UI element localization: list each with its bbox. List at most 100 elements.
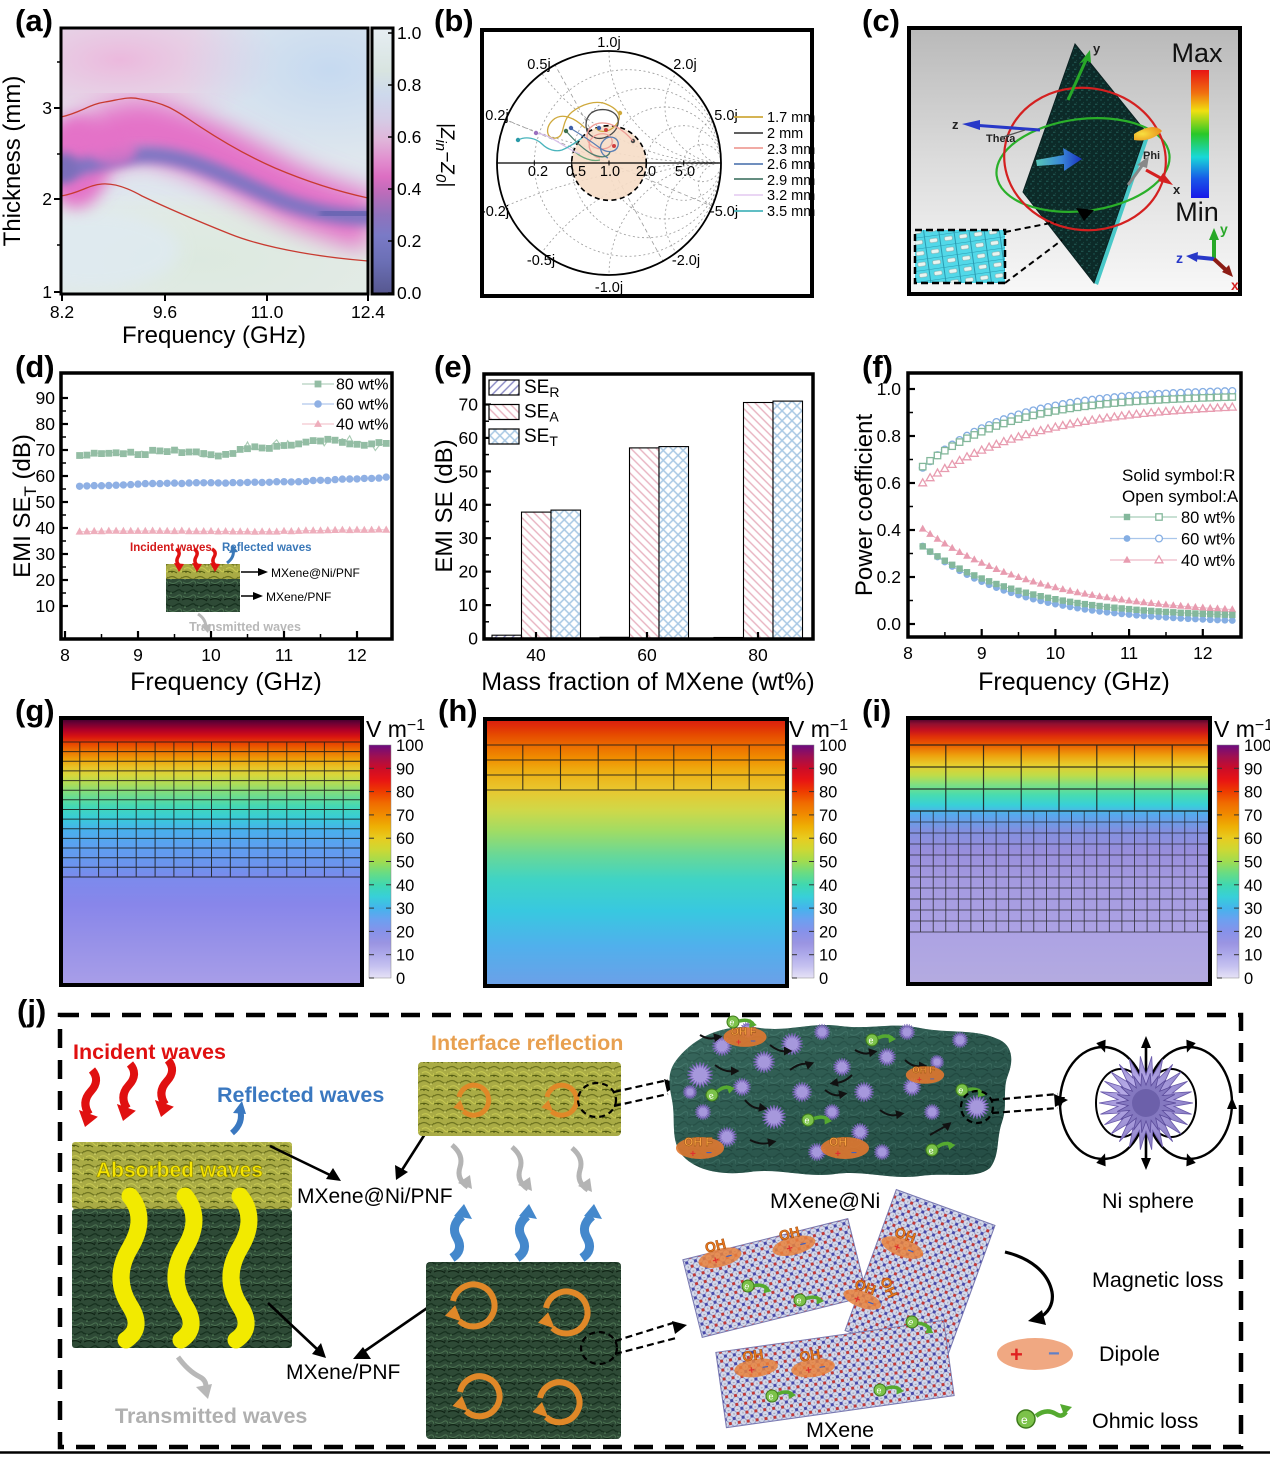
svg-text:0.5j: 0.5j — [527, 57, 550, 73]
svg-text:30: 30 — [819, 900, 837, 918]
svg-text:2.6 mm: 2.6 mm — [767, 157, 815, 173]
svg-text:9: 9 — [133, 645, 143, 665]
svg-text:9.6: 9.6 — [153, 302, 177, 322]
svg-text:100: 100 — [819, 737, 847, 755]
svg-text:OH F: OH F — [684, 1135, 713, 1149]
svg-text:-1.0j: -1.0j — [595, 280, 623, 296]
svg-text:−: − — [866, 1297, 876, 1310]
svg-text:y: y — [1093, 41, 1101, 56]
svg-text:z: z — [952, 117, 959, 132]
svg-text:8: 8 — [903, 643, 913, 663]
svg-text:e: e — [743, 1281, 750, 1292]
svg-text:30: 30 — [1244, 900, 1262, 918]
svg-text:50: 50 — [819, 854, 837, 872]
svg-text:+: + — [917, 1075, 922, 1084]
svg-text:e: e — [957, 1085, 964, 1096]
svg-text:Magnetic loss: Magnetic loss — [1092, 1268, 1223, 1292]
svg-text:0.4: 0.4 — [397, 179, 422, 199]
svg-text:Frequency (GHz): Frequency (GHz) — [130, 668, 322, 696]
svg-text:e: e — [876, 1385, 882, 1395]
svg-text:+: + — [835, 1149, 841, 1160]
svg-text:30: 30 — [36, 544, 56, 564]
svg-text:2 mm: 2 mm — [767, 126, 803, 142]
svg-text:−: − — [750, 1036, 755, 1046]
svg-text:40 wt%: 40 wt% — [336, 417, 388, 434]
svg-text:90: 90 — [396, 760, 414, 778]
svg-text:2.3 mm: 2.3 mm — [767, 142, 815, 158]
svg-text:70: 70 — [36, 440, 56, 460]
svg-text:50: 50 — [1244, 854, 1262, 872]
svg-text:(h): (h) — [438, 693, 478, 728]
svg-text:OH: OH — [853, 1276, 878, 1298]
svg-text:Ohmic loss: Ohmic loss — [1092, 1409, 1198, 1433]
svg-text:−: − — [706, 1148, 712, 1159]
svg-text:10: 10 — [396, 947, 414, 965]
svg-text:10: 10 — [201, 645, 221, 665]
svg-text:+: + — [805, 1364, 813, 1377]
svg-text:Reflected waves: Reflected waves — [217, 1083, 384, 1107]
svg-text:70: 70 — [459, 395, 479, 415]
svg-text:10: 10 — [819, 947, 837, 965]
svg-text:11.0: 11.0 — [251, 302, 284, 322]
svg-text:+: + — [1010, 1342, 1023, 1367]
svg-text:−: − — [1048, 1343, 1060, 1365]
svg-text:0.2j: 0.2j — [485, 108, 508, 124]
svg-text:−: − — [930, 1074, 935, 1083]
svg-text:e: e — [804, 1115, 810, 1125]
svg-text:60: 60 — [459, 428, 479, 448]
svg-text:e: e — [906, 1316, 915, 1327]
svg-text:2: 2 — [42, 189, 52, 209]
svg-text:x: x — [1173, 182, 1181, 197]
svg-text:3: 3 — [42, 98, 52, 118]
svg-text:100: 100 — [1244, 737, 1270, 755]
svg-text:−: − — [799, 1238, 808, 1251]
svg-text:20: 20 — [36, 570, 56, 590]
svg-text:MXene@Ni/PNF: MXene@Ni/PNF — [297, 1185, 453, 1208]
svg-text:Absorbed waves: Absorbed waves — [96, 1159, 263, 1182]
svg-text:80: 80 — [819, 784, 837, 802]
svg-text:EMI SET (dB): EMI SET (dB) — [9, 434, 40, 578]
svg-text:x: x — [1231, 277, 1239, 293]
svg-text:OH F: OH F — [912, 1065, 935, 1076]
svg-text:1.0j: 1.0j — [597, 35, 620, 51]
svg-text:11: 11 — [275, 645, 293, 665]
svg-text:60: 60 — [1244, 830, 1262, 848]
svg-text:20: 20 — [396, 923, 414, 941]
svg-text:100: 100 — [396, 737, 424, 755]
svg-text:Power coefficient: Power coefficient — [851, 414, 878, 597]
svg-text:2.9 mm: 2.9 mm — [767, 173, 815, 189]
svg-text:0.6: 0.6 — [397, 127, 421, 147]
svg-text:V m−1: V m−1 — [1214, 716, 1270, 742]
svg-text:60: 60 — [637, 645, 657, 665]
svg-text:e: e — [796, 1295, 802, 1305]
svg-text:(f): (f) — [862, 349, 893, 384]
svg-text:Min: Min — [1175, 197, 1219, 227]
svg-text:8.2: 8.2 — [50, 302, 74, 322]
svg-text:2.0j: 2.0j — [673, 57, 696, 73]
svg-text:0.0: 0.0 — [877, 614, 902, 634]
svg-text:40 wt%: 40 wt% — [1181, 552, 1235, 570]
svg-text:80: 80 — [748, 645, 768, 665]
svg-text:0.2: 0.2 — [397, 231, 421, 251]
svg-text:Mass fraction of MXene (wt%): Mass fraction of MXene (wt%) — [481, 668, 814, 696]
svg-text:1.7 mm: 1.7 mm — [767, 110, 815, 126]
svg-text:40: 40 — [819, 877, 837, 895]
svg-text:-5.0j: -5.0j — [710, 204, 738, 220]
svg-text:10: 10 — [1244, 947, 1262, 965]
svg-text:40: 40 — [1244, 877, 1262, 895]
svg-text:-0.5j: -0.5j — [527, 253, 555, 269]
svg-text:(i): (i) — [862, 693, 891, 728]
svg-text:e: e — [1021, 1413, 1028, 1427]
svg-text:80: 80 — [36, 414, 56, 434]
svg-text:y: y — [1220, 221, 1228, 237]
svg-text:60: 60 — [819, 830, 837, 848]
svg-text:+: + — [852, 1293, 862, 1306]
svg-text:Incident waves: Incident waves — [130, 542, 212, 554]
svg-text:80 wt%: 80 wt% — [1181, 509, 1235, 527]
svg-text:40: 40 — [526, 645, 546, 665]
svg-text:0.6: 0.6 — [877, 473, 901, 493]
svg-text:50: 50 — [36, 492, 56, 512]
svg-text:+: + — [736, 1037, 741, 1047]
svg-text:0.4: 0.4 — [877, 520, 902, 540]
svg-text:(g): (g) — [15, 693, 55, 728]
